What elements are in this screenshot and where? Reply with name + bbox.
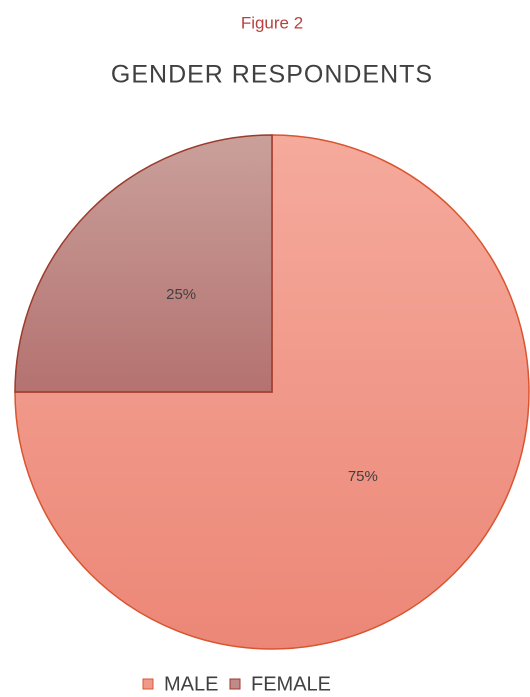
legend: MALE FEMALE bbox=[142, 673, 331, 695]
legend-label: FEMALE bbox=[251, 673, 331, 695]
pie-slice bbox=[14, 134, 530, 650]
legend-label: MALE bbox=[164, 673, 218, 695]
legend-swatch bbox=[142, 678, 154, 690]
data-label: 75% bbox=[348, 468, 378, 485]
pie: 75% 25% bbox=[14, 134, 530, 650]
pie-slice bbox=[14, 134, 273, 393]
legend-swatch bbox=[229, 678, 241, 690]
figure-caption: Figure 2 bbox=[241, 13, 303, 32]
chart-title: GENDER RESPONDENTS bbox=[111, 61, 433, 89]
data-label: 25% bbox=[166, 286, 196, 303]
